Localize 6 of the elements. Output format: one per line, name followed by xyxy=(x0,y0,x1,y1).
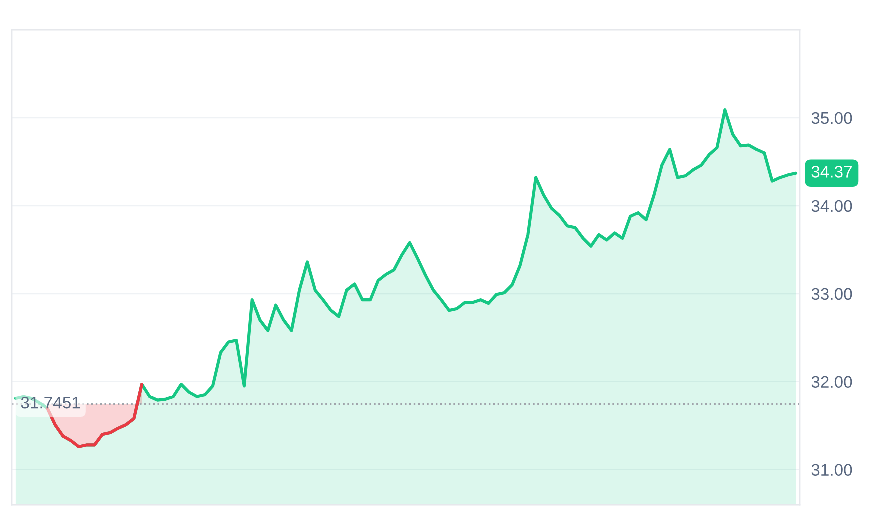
y-tick-label: 35.00 xyxy=(812,112,852,124)
text: 34.37 xyxy=(812,166,852,178)
y-tick-label: 34.00 xyxy=(812,200,852,212)
y-tick-label: 33.00 xyxy=(812,288,852,300)
y-tick-label: 32.00 xyxy=(812,376,852,388)
y-tick-label: 31.00 xyxy=(812,464,852,476)
